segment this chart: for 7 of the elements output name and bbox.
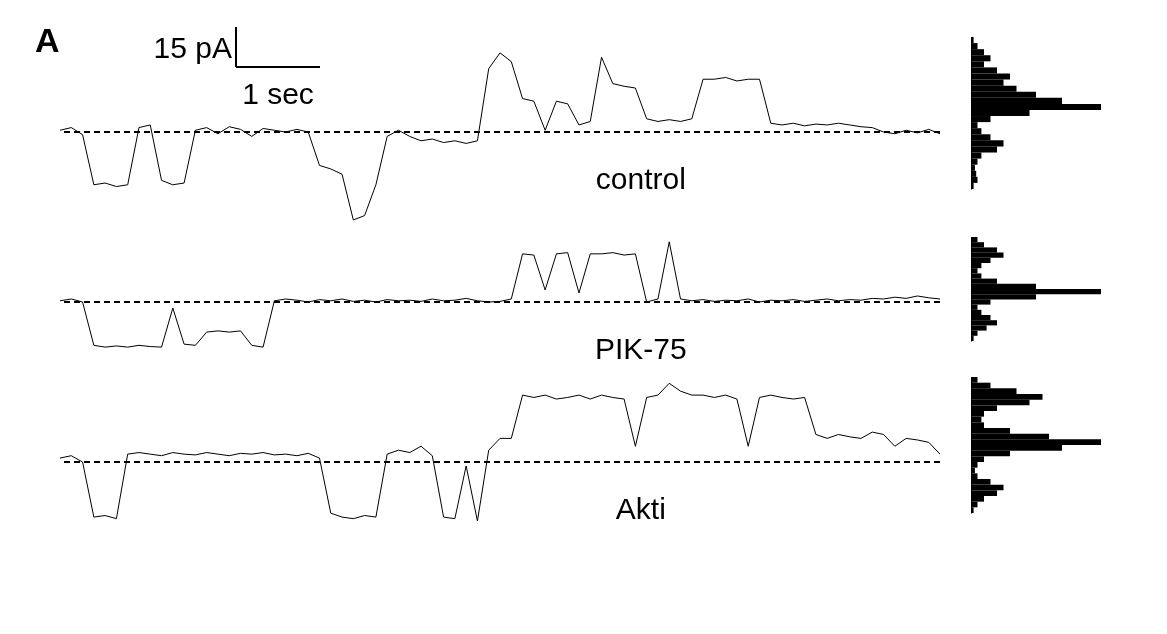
text: Akti — [615, 492, 666, 525]
text: control — [595, 162, 686, 195]
annotation: 1 sec — [242, 77, 314, 110]
text: PIK-75 — [594, 332, 687, 365]
bar — [971, 335, 974, 341]
text: A — [35, 21, 60, 59]
annotation: 15 pA — [153, 31, 232, 64]
